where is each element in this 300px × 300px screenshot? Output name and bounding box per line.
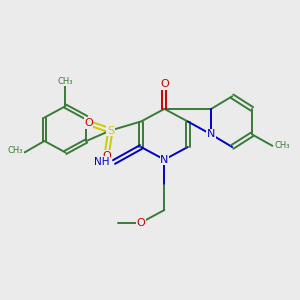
Text: N: N [207, 129, 215, 140]
Text: O: O [102, 151, 111, 161]
Text: O: O [160, 79, 169, 89]
Text: O: O [84, 118, 93, 128]
Text: N: N [160, 154, 169, 165]
Text: CH₃: CH₃ [58, 77, 73, 86]
Text: CH₃: CH₃ [8, 146, 23, 155]
Text: O: O [136, 218, 146, 228]
Text: NH: NH [94, 157, 110, 167]
Text: CH₃: CH₃ [275, 141, 290, 150]
Text: S: S [107, 125, 114, 136]
